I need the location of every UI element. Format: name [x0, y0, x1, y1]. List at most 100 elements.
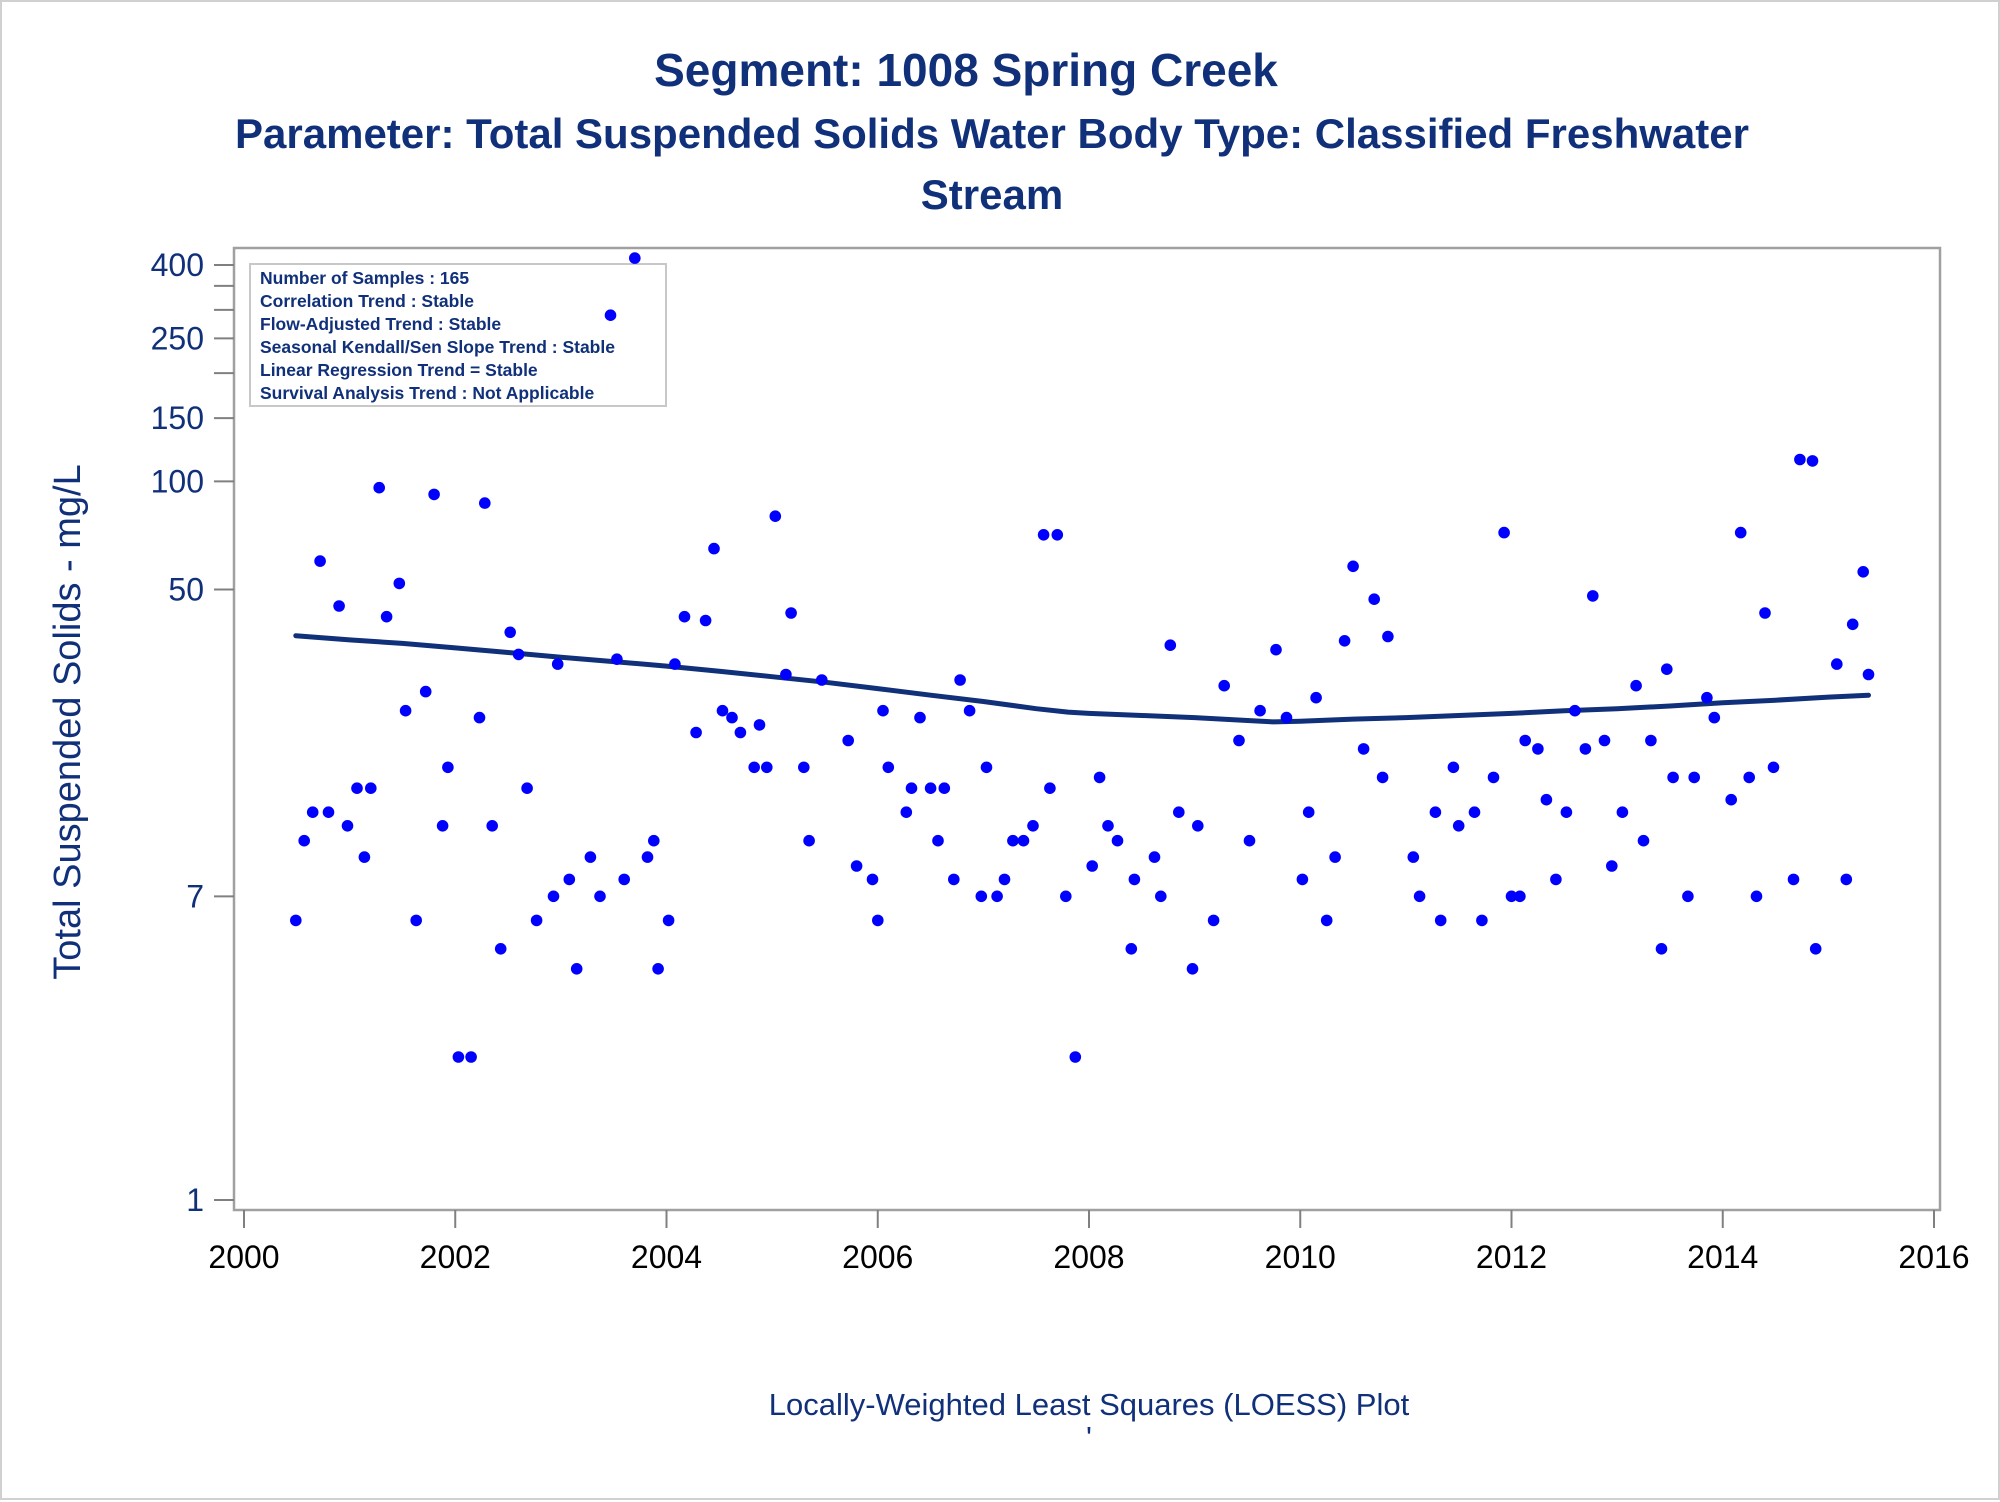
y-tick-label-1: 1: [186, 1182, 204, 1218]
data-point: [604, 309, 617, 322]
stats-survival-analysis-trend: Survival Analysis Trend : Not Applicable: [260, 383, 594, 403]
data-point: [753, 719, 766, 731]
data-point: [1128, 873, 1141, 886]
data-point: [1434, 914, 1447, 927]
data-point: [1376, 771, 1389, 784]
data-point: [1587, 590, 1599, 602]
data-point: [761, 761, 773, 774]
data-point: [1468, 806, 1481, 818]
data-point: [1111, 834, 1124, 847]
data-point: [1708, 711, 1721, 724]
data-point: [1357, 743, 1370, 755]
data-point: [419, 685, 432, 698]
data-point: [290, 914, 302, 927]
data-point: [629, 252, 641, 264]
plot-area: [232, 246, 1942, 1212]
data-point: [991, 890, 1003, 903]
data-point: [938, 782, 951, 794]
data-point: [1701, 691, 1713, 704]
data-point: [473, 711, 486, 724]
data-point: [314, 555, 326, 567]
data-point: [734, 726, 747, 739]
data-point: [1329, 851, 1341, 863]
stats-seasonal-kendall-trend: Seasonal Kendall/Sen Slope Trend : Stabl…: [260, 337, 615, 357]
stats-sample-count: Number of Samples : 165: [260, 268, 469, 288]
data-point: [436, 820, 449, 832]
data-point: [648, 834, 660, 847]
data-point: [816, 674, 828, 686]
data-point: [948, 873, 960, 886]
data-point: [641, 851, 654, 863]
loess-curve: [293, 633, 1871, 725]
data-point: [1368, 593, 1380, 605]
data-point: [1270, 643, 1282, 656]
data-point: [1476, 914, 1488, 927]
data-point: [1148, 851, 1161, 863]
data-point: [551, 658, 564, 670]
data-point: [1296, 873, 1309, 886]
x-tick-label-2016: 2016: [1898, 1239, 1969, 1275]
data-point: [1688, 771, 1700, 784]
data-point: [1514, 890, 1526, 903]
data-point: [333, 600, 345, 612]
data-point: [1598, 734, 1611, 747]
data-point: [1569, 704, 1581, 717]
footnote-mark: ': [1086, 1420, 1092, 1455]
data-point: [1505, 890, 1518, 903]
data-point: [850, 860, 863, 872]
x-axis: 2000 2002 2004 2006 2008 2010 2012 2014 2016: [208, 1210, 1970, 1275]
y-axis: 1 7 50 100 150 250 400: [151, 247, 234, 1218]
data-point: [1550, 873, 1562, 886]
data-point: [708, 542, 720, 555]
data-point: [298, 834, 311, 847]
data-point: [1254, 704, 1266, 717]
data-point: [1682, 890, 1694, 903]
data-point: [594, 890, 606, 903]
y-axis-label: Total Suspended Solids - mg/L: [47, 464, 89, 979]
chart-subtitle-line-2: Stream: [921, 171, 1063, 218]
scatter-points: [290, 252, 1875, 1063]
data-point: [1637, 834, 1650, 847]
data-point: [494, 943, 507, 955]
data-point: [785, 607, 797, 619]
data-point: [803, 834, 815, 847]
data-point: [980, 761, 993, 774]
data-point: [1037, 529, 1050, 541]
data-point: [1862, 668, 1875, 681]
data-point: [479, 497, 491, 509]
data-point: [442, 761, 454, 774]
data-point: [1447, 761, 1460, 774]
data-point: [1429, 806, 1442, 818]
data-point: [465, 1051, 477, 1063]
data-point: [1413, 890, 1426, 903]
data-point: [611, 653, 623, 665]
data-point: [1044, 782, 1056, 794]
y-tick-label-100: 100: [151, 463, 204, 499]
data-point: [486, 820, 499, 832]
data-point: [410, 914, 423, 927]
data-point: [428, 488, 440, 501]
data-point: [690, 726, 702, 739]
data-point: [1767, 761, 1780, 774]
data-point: [1743, 771, 1755, 784]
data-point: [1540, 793, 1553, 806]
data-point: [365, 782, 377, 794]
data-point: [877, 704, 889, 717]
data-point: [1051, 529, 1064, 541]
data-point: [1630, 679, 1642, 692]
data-point: [618, 873, 630, 886]
data-point: [1093, 771, 1106, 784]
data-point: [1831, 658, 1843, 670]
y-tick-label-50: 50: [168, 572, 204, 608]
data-point: [1787, 873, 1800, 886]
data-point: [1560, 806, 1573, 818]
stats-linear-regression-trend: Linear Regression Trend = Stable: [260, 360, 538, 380]
loess-layer: [293, 633, 1871, 725]
data-point: [905, 782, 918, 794]
data-point: [530, 914, 543, 927]
chart-title: Segment: 1008 Spring Creek: [654, 44, 1278, 96]
data-point: [399, 704, 412, 717]
data-point: [1338, 635, 1351, 647]
